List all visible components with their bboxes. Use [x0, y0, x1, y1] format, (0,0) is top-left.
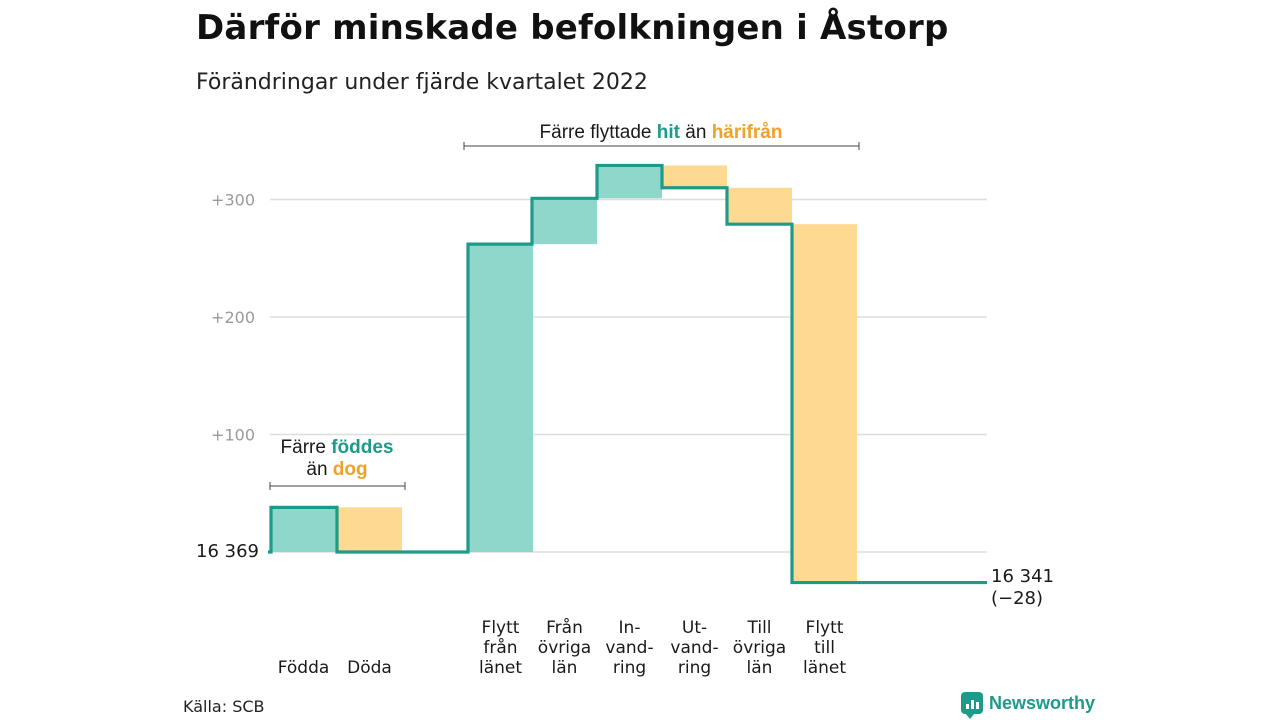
y-axis-ticks: +100 +200 +300	[211, 191, 255, 445]
births-annotation-mid: än	[306, 459, 332, 480]
x-tick-label: ring	[613, 658, 646, 678]
svg-text:Färre flyttade hit än härifrån: Färre flyttade hit än härifrån	[540, 122, 783, 143]
x-tick-label: övriga	[733, 638, 786, 658]
newsworthy-icon	[961, 692, 983, 719]
bars	[271, 165, 857, 583]
bar-ut--vand--ring	[662, 165, 727, 188]
bar-in--vand--ring	[597, 165, 662, 199]
x-tick-label: Flytt	[482, 618, 520, 638]
y-tick-label: +300	[211, 191, 255, 210]
x-tick-label: övriga	[538, 638, 591, 658]
x-tick-label: In-	[619, 618, 641, 638]
bar-från-övriga-län	[532, 198, 597, 245]
births-annotation: Färre föddes än dog	[269, 437, 406, 490]
x-tick-label: Flytt	[806, 618, 844, 638]
x-tick-label: Från	[546, 617, 583, 638]
x-tick-label: till	[814, 638, 835, 658]
bar-till-övriga-län	[727, 187, 792, 225]
migration-annotation-mid: än	[680, 122, 712, 143]
bar-döda	[337, 507, 402, 552]
births-annotation-highlight-2: dog	[333, 459, 368, 480]
x-tick-label: från	[483, 637, 517, 658]
migration-annotation-highlight-2: härifrån	[712, 122, 783, 143]
x-tick-label: län	[552, 658, 578, 678]
bar-flytt-till-länet	[792, 224, 857, 583]
births-annotation-pre: Färre	[281, 437, 332, 458]
chart-subtitle: Förändringar under fjärde kvartalet 2022	[196, 70, 648, 95]
x-axis-labels: Födda DödaFlyttfrånlänetFrånövrigalänIn-v…	[278, 617, 847, 678]
brand-name: Newsworthy	[989, 692, 1096, 713]
chart-title: Därför minskade befolkningen i Åstorp	[196, 8, 949, 48]
x-tick-label: vand-	[605, 638, 653, 658]
x-tick-label: Ut-	[682, 618, 707, 638]
end-value-label: 16 341	[991, 566, 1054, 587]
migration-annotation: Färre flyttade hit än härifrån	[463, 122, 860, 150]
gridlines	[270, 198, 987, 553]
x-tick-label: ring	[678, 658, 711, 678]
bar-flytt-från-länet	[468, 244, 533, 552]
step-line	[268, 163, 987, 585]
end-change-label: (−28)	[991, 588, 1043, 609]
source-note: Källa: SCB	[183, 697, 265, 716]
migration-annotation-pre: Färre flyttade	[540, 122, 657, 143]
x-tick-label: län	[747, 658, 773, 678]
start-value-label: 16 369	[196, 541, 259, 562]
migration-annotation-highlight: hit	[657, 122, 681, 143]
brand-logo: Newsworthy	[961, 692, 1096, 719]
x-tick-label: Till	[746, 618, 771, 638]
x-tick-label: länet	[479, 658, 522, 678]
x-tick-label: vand-	[670, 638, 718, 658]
x-tick-label: Döda	[347, 658, 392, 678]
births-annotation-highlight: föddes	[331, 437, 393, 458]
svg-text:Färre föddes: Färre föddes	[281, 437, 394, 458]
bar-födda	[271, 507, 336, 552]
step-line-group	[268, 163, 987, 585]
x-tick-label: länet	[803, 658, 846, 678]
y-tick-label: +200	[211, 308, 255, 327]
y-tick-label: +100	[211, 426, 255, 445]
svg-text:än dog: än dog	[306, 459, 367, 480]
x-tick-label: Födda	[278, 658, 330, 678]
